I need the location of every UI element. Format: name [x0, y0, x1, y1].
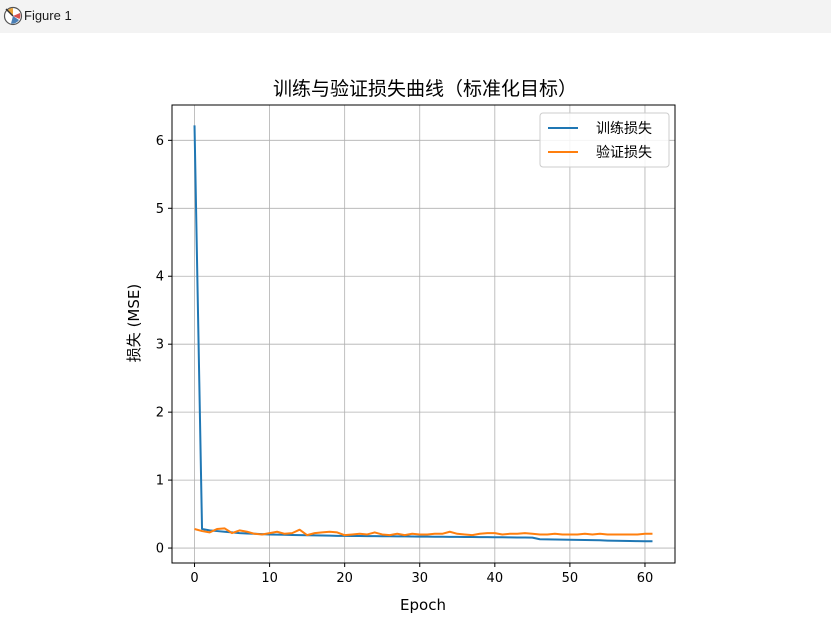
series-lines — [193, 125, 653, 543]
x-tick-label: 30 — [411, 571, 428, 586]
y-tick-label: 5 — [156, 202, 164, 217]
y-tick-label: 4 — [156, 270, 164, 285]
val-loss-line — [194, 527, 653, 537]
legend: 训练损失 验证损失 — [539, 112, 670, 168]
window-titlebar: Figure 1 — [0, 0, 831, 33]
train-loss-line — [193, 125, 653, 543]
y-tick-label: 0 — [156, 542, 164, 557]
figure-canvas: 0 10 20 30 40 50 60 0 1 2 3 4 5 6 训练与验证损失曲线（标准化目标） E… — [0, 33, 831, 622]
y-tick-label: 3 — [156, 338, 164, 353]
y-axis-label: 损失 (MSE) — [125, 284, 143, 362]
legend-label-val: 验证损失 — [596, 145, 652, 161]
legend-box — [539, 112, 670, 168]
x-tick-label: 10 — [261, 571, 278, 586]
chart-title: 训练与验证损失曲线（标准化目标） — [273, 78, 577, 100]
y-tick-label: 1 — [156, 474, 164, 489]
x-tick-label: 0 — [190, 571, 198, 586]
legend-label-train: 训练损失 — [596, 121, 652, 137]
x-tick-label: 20 — [336, 571, 353, 586]
x-tick-label: 40 — [487, 571, 504, 586]
x-tick-label: 60 — [637, 571, 654, 586]
plot-frame — [171, 104, 676, 564]
x-tick-label: 50 — [562, 571, 579, 586]
window-title: Figure 1 — [24, 8, 72, 23]
y-ticks: 0 1 2 3 4 5 6 — [156, 134, 172, 557]
y-tick-label: 2 — [156, 406, 164, 421]
x-axis-label: Epoch — [400, 596, 446, 614]
grid-lines — [172, 105, 675, 563]
loss-chart: 0 10 20 30 40 50 60 0 1 2 3 4 5 6 训练与验证损失曲线（标准化目标） E… — [125, 78, 676, 614]
matplotlib-figure-icon — [3, 6, 23, 26]
x-ticks: 0 10 20 30 40 50 60 — [190, 563, 653, 586]
y-tick-label: 6 — [156, 134, 164, 149]
